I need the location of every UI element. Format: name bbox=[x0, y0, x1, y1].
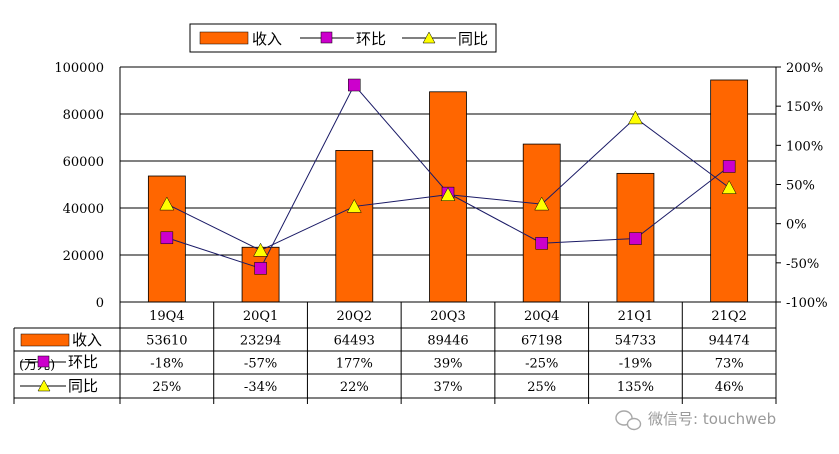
y-left-tick-label: 20000 bbox=[63, 249, 104, 264]
x-tick-label: 20Q2 bbox=[337, 309, 372, 324]
bar bbox=[335, 150, 374, 303]
unit-label: (万元) bbox=[19, 358, 55, 373]
table-cell: 22% bbox=[340, 380, 369, 395]
x-tick-label: 19Q4 bbox=[149, 309, 184, 324]
table-cell: -19% bbox=[619, 357, 652, 372]
watermark-text: 微信号: touchweb bbox=[648, 410, 776, 428]
row-key-qoq bbox=[37, 355, 50, 368]
yoy-marker bbox=[253, 242, 268, 257]
x-tick-label: 20Q4 bbox=[524, 309, 559, 324]
y-right-tick-label: 200% bbox=[786, 61, 823, 76]
table-cell: -25% bbox=[525, 357, 558, 372]
row-label-revenue: 收入 bbox=[72, 331, 102, 349]
yoy-marker bbox=[721, 180, 737, 194]
table-cell: 73% bbox=[715, 357, 744, 372]
table-cell: 46% bbox=[715, 380, 744, 395]
legend-marker-yoy bbox=[422, 31, 436, 44]
table-cell: 23294 bbox=[240, 334, 281, 349]
x-tick-label: 20Q1 bbox=[243, 309, 278, 324]
data-table: 19Q4 20Q1 20Q2 20Q3 20Q4 21Q1 21Q2 53610 23294 64… bbox=[13, 301, 777, 404]
table-cell: 94474 bbox=[708, 334, 749, 349]
table-cell: 25% bbox=[152, 380, 181, 395]
yoy-marker bbox=[346, 198, 362, 213]
table-cell: 53610 bbox=[146, 334, 187, 349]
y-left-tick-label: 40000 bbox=[63, 202, 104, 217]
legend-marker-qoq bbox=[320, 31, 333, 44]
plot-area: 0 20000 40000 60000 80000 100000 -100% -50% 0% 50… bbox=[54, 61, 827, 311]
qoq-marker bbox=[535, 237, 548, 250]
row-label-yoy: 同比 bbox=[68, 377, 98, 395]
y-right-tick-label: 150% bbox=[786, 100, 823, 115]
legend-swatch-revenue bbox=[199, 31, 249, 45]
y-left-tick-label: 100000 bbox=[54, 61, 104, 76]
row-label-qoq: 环比 bbox=[68, 353, 98, 371]
yoy-marker bbox=[440, 187, 456, 201]
yoy-marker bbox=[628, 110, 643, 125]
wechat-icon bbox=[615, 410, 642, 431]
table-cell: -34% bbox=[244, 380, 277, 395]
y-left-tick-label: 0 bbox=[96, 296, 104, 311]
yoy-marker bbox=[159, 196, 175, 211]
y-right-tick-label: 0% bbox=[786, 218, 807, 233]
row-key-yoy bbox=[37, 379, 51, 392]
x-tick-label: 20Q3 bbox=[430, 309, 465, 324]
qoq-marker bbox=[160, 231, 174, 245]
y-right-tick-label: 50% bbox=[786, 179, 815, 194]
x-tick-label: 21Q1 bbox=[618, 309, 653, 324]
table-cell: 89446 bbox=[427, 334, 468, 349]
legend-label-revenue: 收入 bbox=[252, 30, 282, 48]
table-cell: 37% bbox=[434, 380, 463, 395]
x-tick-label: 21Q2 bbox=[711, 309, 746, 324]
table-cell: 25% bbox=[527, 380, 556, 395]
table-cell: -57% bbox=[244, 357, 277, 372]
table-cell: 39% bbox=[434, 357, 463, 372]
watermark: 微信号: touchweb bbox=[615, 410, 776, 431]
y-left-tick-label: 60000 bbox=[63, 155, 104, 170]
table-cell: 135% bbox=[617, 380, 654, 395]
table-cell: -18% bbox=[150, 357, 183, 372]
qoq-marker bbox=[348, 78, 361, 92]
table-cell: 67198 bbox=[521, 334, 562, 349]
yoy-marker bbox=[534, 196, 550, 211]
table-cell: 54733 bbox=[615, 334, 656, 349]
qoq-marker bbox=[254, 262, 267, 275]
y-right-tick-label: 100% bbox=[786, 139, 823, 154]
legend-label-yoy: 同比 bbox=[458, 30, 488, 48]
y-left-tick-label: 80000 bbox=[63, 108, 104, 123]
table-cell: 64493 bbox=[334, 334, 375, 349]
y-right-tick-label: -50% bbox=[786, 257, 819, 272]
row-key-revenue bbox=[20, 333, 70, 347]
legend-label-qoq: 环比 bbox=[356, 30, 386, 48]
qoq-marker bbox=[629, 232, 642, 245]
qoq-marker bbox=[722, 160, 736, 173]
bar bbox=[522, 143, 561, 303]
table-cell: 177% bbox=[336, 357, 373, 372]
y-right-tick-label: -100% bbox=[786, 296, 828, 311]
